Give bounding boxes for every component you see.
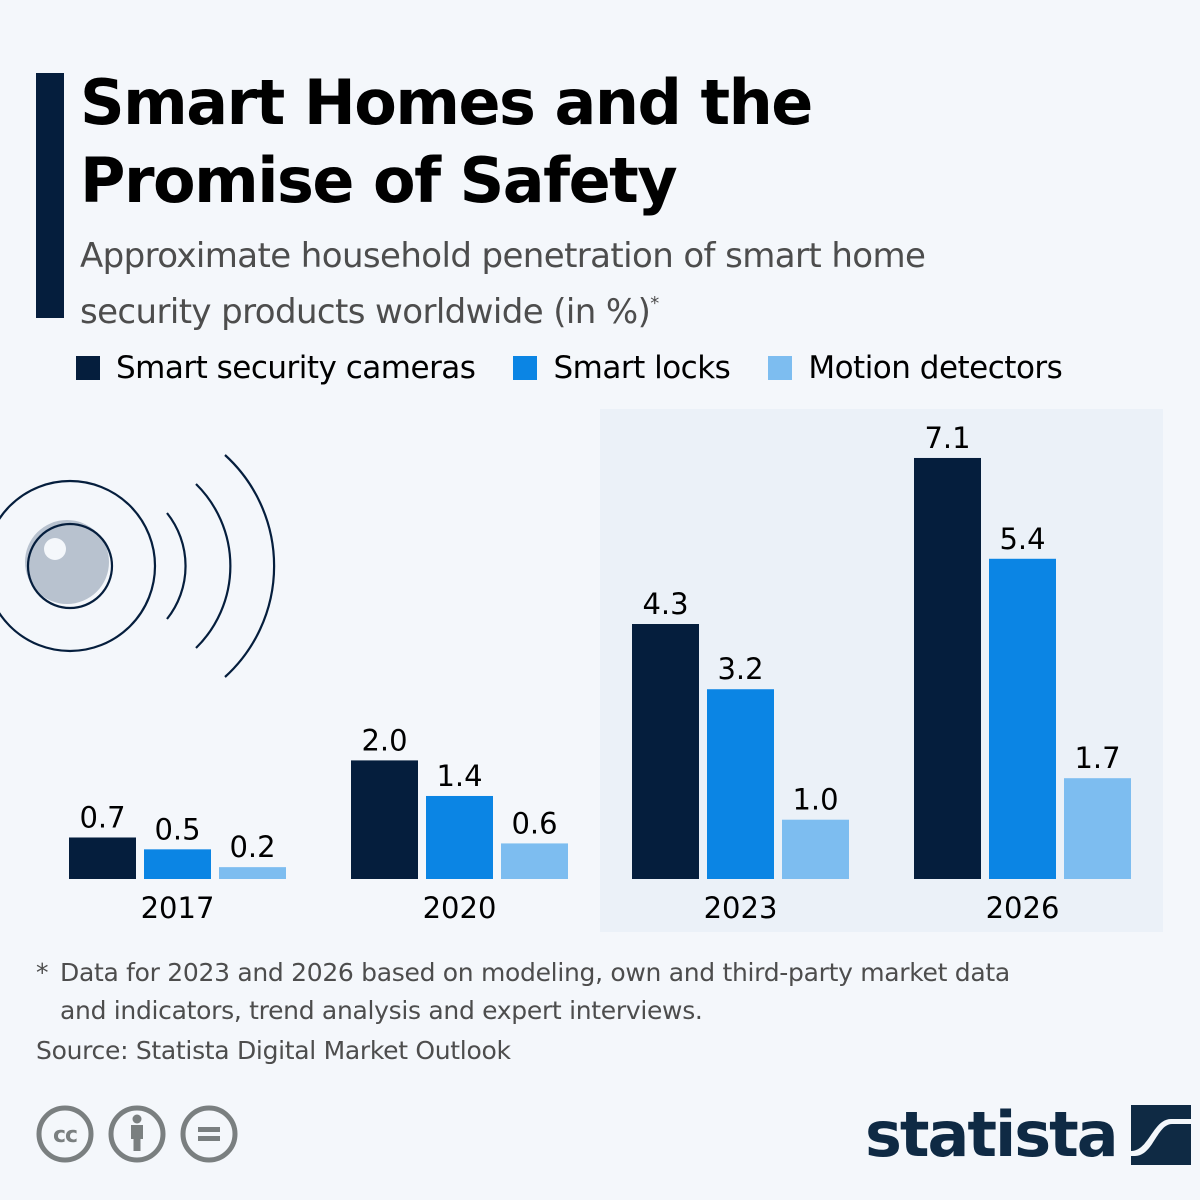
value-label-2023-smart-locks: 3.2: [717, 652, 763, 686]
bar-2026-motion-detectors: [1064, 778, 1131, 879]
footnote-line-2: and indicators, trend analysis and exper…: [60, 996, 703, 1025]
bar-2017-motion-detectors: [219, 867, 286, 879]
category-label-2026: 2026: [986, 891, 1060, 925]
bar-2023-motion-detectors: [782, 819, 849, 879]
legend-label-motion: Motion detectors: [808, 350, 1063, 386]
license-icons: cc: [36, 1105, 238, 1163]
title-line-1: Smart Homes and the: [80, 66, 813, 139]
statista-logo[interactable]: statista: [865, 1100, 1191, 1170]
chart-subtitle: Approximate household penetration of sma…: [80, 232, 1160, 336]
signal-wave-medium: [195, 483, 232, 649]
footnote: * Data for 2023 and 2026 based on modelin…: [36, 954, 1166, 1030]
security-camera-signal-icon: [0, 454, 276, 678]
page-title: Smart Homes and the Promise of Safety: [80, 64, 1160, 220]
chart-legend: Smart security cameras Smart locks Motio…: [76, 346, 1100, 390]
statista-mark-icon: [1130, 1105, 1191, 1165]
bar-2026-smart-locks: [989, 558, 1056, 879]
category-labels-layer: 2017 2020 2023 2026: [141, 891, 1060, 925]
value-labels-layer: 0.7 0.5 0.2 2.0 1.4 0.6 4.3 3.2 1.0 7.1 5.4 1.7: [79, 421, 1120, 864]
bar-2023-smart-locks: [707, 689, 774, 879]
legend-item-cameras: Smart security cameras: [76, 350, 476, 386]
footnote-line-1: Data for 2023 and 2026 based on modeling…: [60, 958, 1010, 987]
title-line-2: Promise of Safety: [80, 144, 678, 217]
bars-layer: [69, 457, 1131, 879]
camera-lens-fill: [25, 520, 109, 604]
value-label-2020-motion-detectors: 0.6: [511, 806, 557, 840]
value-label-2017-smart-security-cameras: 0.7: [79, 800, 125, 834]
subtitle-line-2: security products worldwide (in %): [80, 292, 651, 332]
legend-label-locks: Smart locks: [553, 350, 731, 386]
bar-2017-smart-security-cameras: [69, 837, 136, 879]
category-label-2023: 2023: [704, 891, 778, 925]
footnote-marker: *: [36, 958, 49, 987]
legend-swatch-locks: [513, 356, 538, 380]
value-label-2017-motion-detectors: 0.2: [229, 830, 275, 864]
legend-item-motion: Motion detectors: [768, 350, 1063, 386]
category-label-2020: 2020: [423, 891, 497, 925]
value-label-2023-smart-security-cameras: 4.3: [642, 587, 688, 621]
value-label-2017-smart-locks: 0.5: [154, 812, 200, 846]
bar-2020-smart-security-cameras: [351, 760, 418, 879]
camera-lens-glint: [44, 538, 66, 560]
value-label-2026-motion-detectors: 1.7: [1074, 741, 1120, 775]
statista-wordmark: statista: [865, 1098, 1119, 1171]
camera-outer-ring: [0, 479, 157, 653]
creative-commons-icon[interactable]: cc: [36, 1105, 94, 1163]
legend-swatch-cameras: [76, 356, 100, 380]
legend-item-locks: Smart locks: [513, 350, 731, 386]
camera-lens-ring: [26, 522, 114, 610]
value-label-2023-motion-detectors: 1.0: [792, 783, 838, 817]
bar-2026-smart-security-cameras: [914, 457, 981, 879]
legend-swatch-motion: [768, 356, 793, 380]
no-derivatives-icon[interactable]: [180, 1105, 238, 1163]
bar-2023-smart-security-cameras: [632, 624, 699, 879]
source-note: Source: Statista Digital Market Outlook: [36, 1036, 511, 1065]
bar-2020-motion-detectors: [501, 843, 568, 879]
attribution-icon[interactable]: [108, 1105, 166, 1163]
title-accent-bar: [36, 73, 64, 318]
value-label-2020-smart-security-cameras: 2.0: [361, 723, 407, 757]
value-label-2026-smart-locks: 5.4: [999, 522, 1045, 556]
legend-label-cameras: Smart security cameras: [116, 350, 476, 386]
bar-2020-smart-locks: [426, 795, 493, 879]
signal-wave-small: [166, 512, 187, 620]
signal-wave-large: [224, 454, 276, 678]
value-label-2026-smart-security-cameras: 7.1: [924, 421, 970, 455]
subtitle-line-1: Approximate household penetration of sma…: [80, 236, 926, 276]
svg-text:cc: cc: [53, 1123, 77, 1148]
category-label-2017: 2017: [141, 891, 215, 925]
value-label-2020-smart-locks: 1.4: [436, 759, 482, 793]
subtitle-footnote-marker: *: [650, 293, 659, 314]
bar-2017-smart-locks: [144, 849, 211, 879]
